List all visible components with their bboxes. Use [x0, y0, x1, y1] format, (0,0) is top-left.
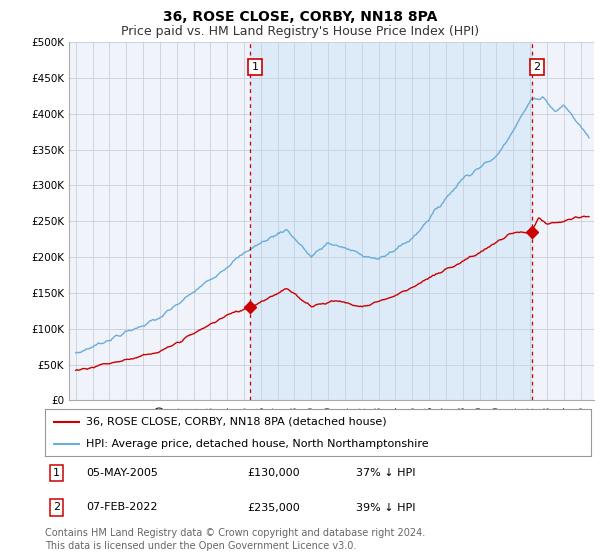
Bar	[250, 42, 532, 400]
Text: 1: 1	[53, 468, 60, 478]
Text: Price paid vs. HM Land Registry's House Price Index (HPI): Price paid vs. HM Land Registry's House …	[121, 25, 479, 38]
Text: Contains HM Land Registry data © Crown copyright and database right 2024.
This d: Contains HM Land Registry data © Crown c…	[45, 528, 425, 551]
Text: £130,000: £130,000	[247, 468, 299, 478]
Text: 36, ROSE CLOSE, CORBY, NN18 8PA: 36, ROSE CLOSE, CORBY, NN18 8PA	[163, 10, 437, 24]
Text: 39% ↓ HPI: 39% ↓ HPI	[356, 502, 416, 512]
Text: HPI: Average price, detached house, North Northamptonshire: HPI: Average price, detached house, Nort…	[86, 438, 428, 449]
Text: 05-MAY-2005: 05-MAY-2005	[86, 468, 158, 478]
Text: 36, ROSE CLOSE, CORBY, NN18 8PA (detached house): 36, ROSE CLOSE, CORBY, NN18 8PA (detache…	[86, 417, 386, 427]
Text: 2: 2	[53, 502, 61, 512]
Text: 37% ↓ HPI: 37% ↓ HPI	[356, 468, 416, 478]
Text: 07-FEB-2022: 07-FEB-2022	[86, 502, 157, 512]
Text: £235,000: £235,000	[247, 502, 300, 512]
Text: 2: 2	[533, 62, 541, 72]
Text: 1: 1	[251, 62, 259, 72]
